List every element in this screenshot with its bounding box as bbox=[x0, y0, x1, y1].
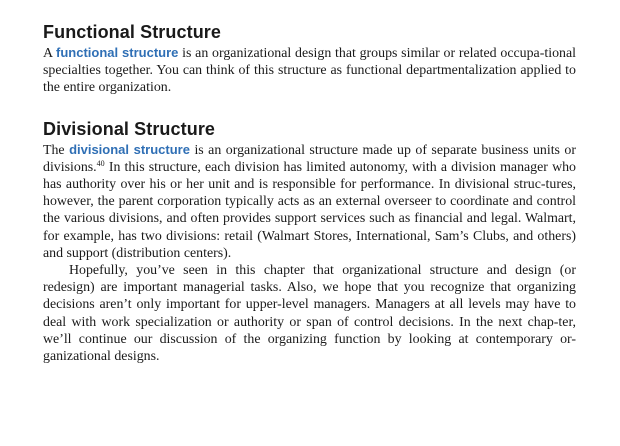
paragraph-body: In this structure, each division has lim… bbox=[43, 159, 576, 261]
divisional-structure-paragraph: The divisional structure is an organizat… bbox=[43, 141, 576, 262]
key-term-divisional-structure: divisional structure bbox=[69, 141, 190, 157]
functional-structure-paragraph: A functional structure is an organizatio… bbox=[43, 44, 576, 97]
closing-paragraph: Hopefully, you’ve seen in this chapter t… bbox=[43, 263, 576, 365]
section-heading-divisional-structure: Divisional Structure bbox=[43, 118, 216, 139]
paragraph-lead: A bbox=[43, 46, 57, 61]
textbook-page: Functional Structure A functional struct… bbox=[43, 18, 576, 365]
footnote-marker: 40 bbox=[96, 158, 105, 168]
paragraph-body: is an organizational design that groups … bbox=[43, 46, 576, 96]
paragraph-lead: The bbox=[43, 142, 70, 158]
key-term-functional-structure: functional structure bbox=[56, 45, 179, 60]
paragraph-middle: is an organizational structure made up o… bbox=[43, 142, 576, 175]
section-heading-functional-structure: Functional Structure bbox=[43, 22, 222, 42]
